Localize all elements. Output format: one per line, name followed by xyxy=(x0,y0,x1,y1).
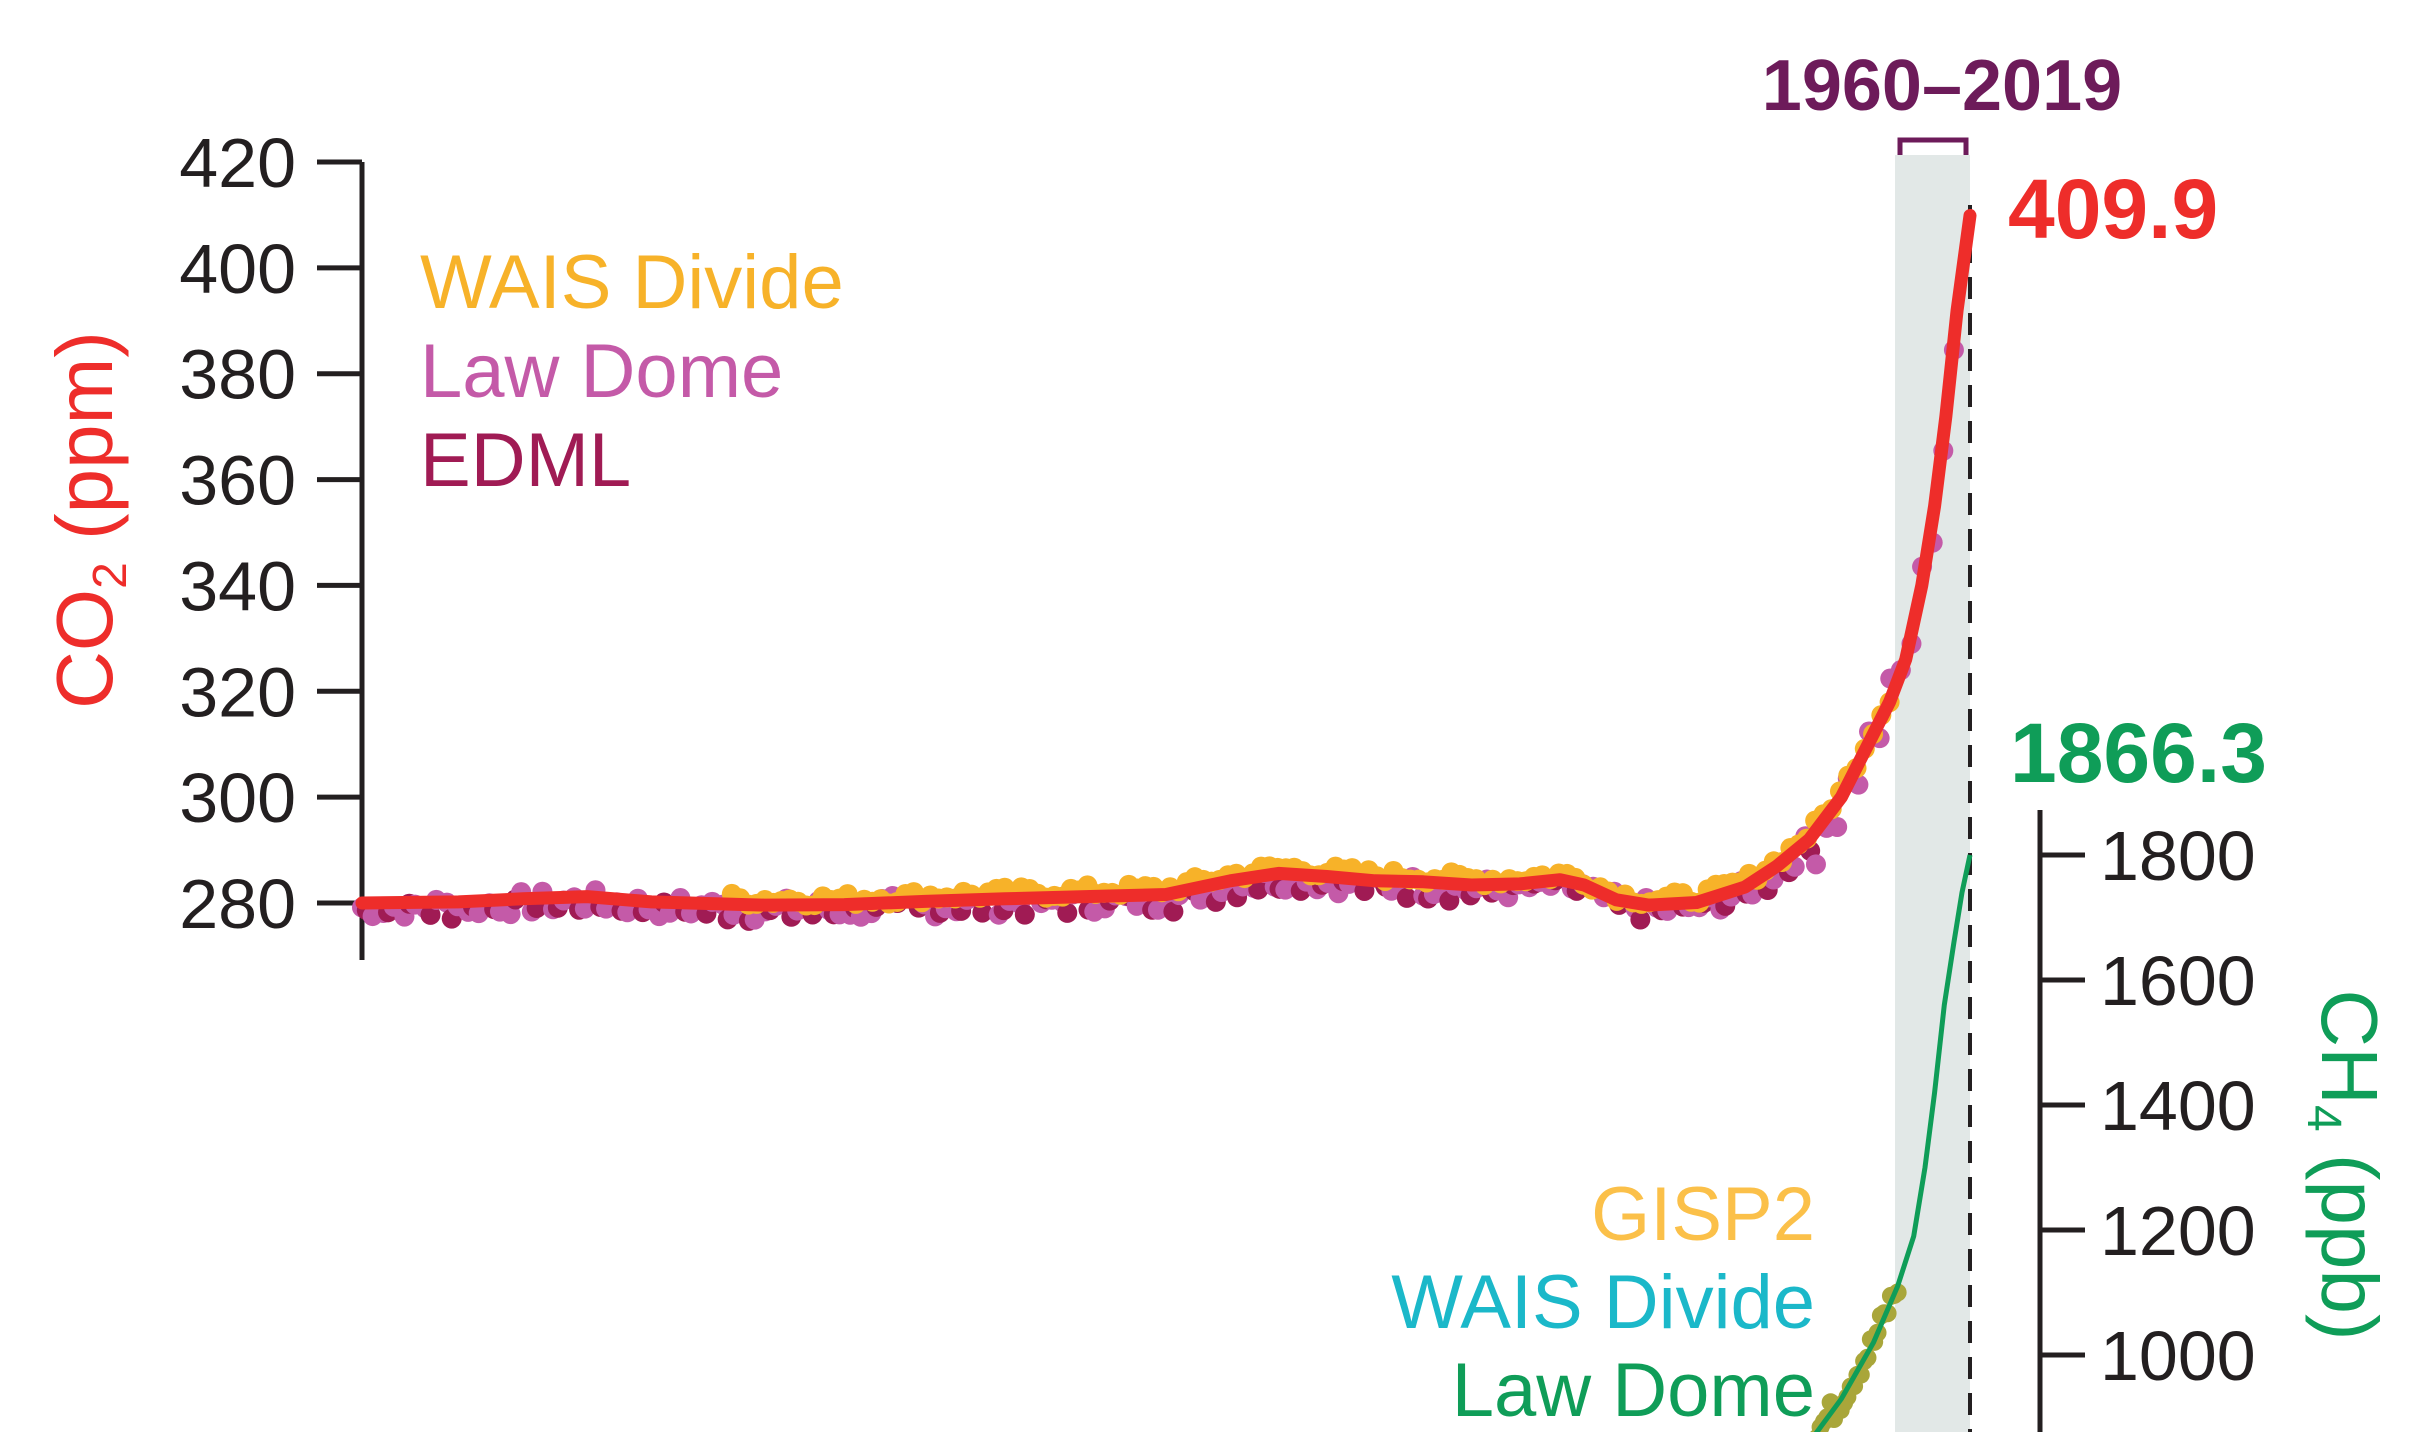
ch4-tick-label: 1400 xyxy=(2100,1067,2256,1145)
co2-point-law-dome xyxy=(1805,854,1826,875)
co2-point-law-dome xyxy=(617,902,638,923)
co2-tick-label: 280 xyxy=(179,865,296,943)
co2-point-edml xyxy=(1163,901,1184,922)
co2-axis-title: CO2 (ppm) xyxy=(40,331,137,709)
co2-point-edml xyxy=(1057,902,1078,923)
co2-point-law-dome xyxy=(574,898,595,919)
ch4-legend-gisp2: GISP2 xyxy=(1591,1172,1815,1257)
co2-axis: 280 300 320 340 360 380 400 420 xyxy=(179,124,365,960)
co2-legend-law-dome: Law Dome xyxy=(420,329,783,414)
co2-tick-label: 360 xyxy=(179,442,296,520)
co2-point-edml xyxy=(1248,879,1269,900)
co2-legend: WAIS Divide Law Dome EDML xyxy=(420,240,844,503)
ch4-axis: 1000 1200 1400 1600 1800 xyxy=(2037,810,2256,1432)
co2-latest-value: 409.9 xyxy=(2008,162,2218,256)
co2-point-edml xyxy=(420,904,441,925)
co2-tick-label: 420 xyxy=(179,124,296,202)
co2-point-edml xyxy=(1014,904,1035,925)
ch4-legend: GISP2 WAIS Divide Law Dome xyxy=(1391,1172,1815,1432)
ch4-tick-label: 1000 xyxy=(2100,1317,2256,1395)
period-bracket xyxy=(1897,137,1969,155)
ch4-legend-law-dome: Law Dome xyxy=(1452,1348,1815,1432)
co2-spline-line xyxy=(355,209,1977,912)
co2-tick-label: 400 xyxy=(179,230,296,308)
ch4-tick-label: 1600 xyxy=(2100,942,2256,1020)
co2-tick-label: 320 xyxy=(179,653,296,731)
co2-point-edml xyxy=(1396,887,1417,908)
ch4-axis-title: CH4 (ppb) xyxy=(2297,989,2394,1340)
co2-point-edml xyxy=(972,902,993,923)
ch4-tick-label: 1200 xyxy=(2100,1192,2256,1270)
co2-point-edml xyxy=(1630,909,1651,930)
co2-point-law-dome xyxy=(1827,816,1848,837)
ch4-tick-label: 1800 xyxy=(2100,817,2256,895)
co2-tick-label: 340 xyxy=(179,547,296,625)
ch4-spline-line xyxy=(1813,854,1973,1432)
period-label: 1960–2019 xyxy=(1762,46,2122,126)
co2-point-law-dome xyxy=(1275,879,1296,900)
co2-legend-wais: WAIS Divide xyxy=(420,240,844,325)
ch4-legend-wais: WAIS Divide xyxy=(1391,1260,1815,1345)
co2-tick-label: 300 xyxy=(179,759,296,837)
ch4-latest-value: 1866.3 xyxy=(2010,706,2267,800)
co2-legend-edml: EDML xyxy=(420,418,631,503)
co2-tick-label: 380 xyxy=(179,336,296,414)
